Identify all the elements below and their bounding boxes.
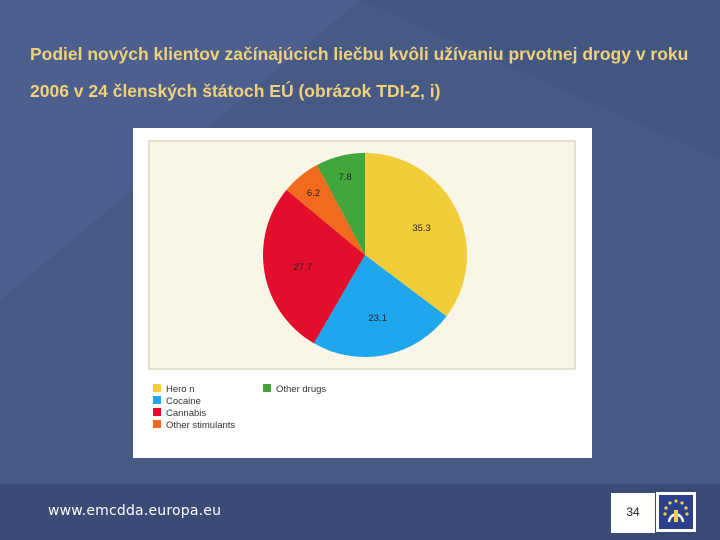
legend-label: Cocaine	[166, 396, 201, 407]
pie-slice	[317, 153, 365, 255]
legend-label: Hero n	[166, 384, 195, 395]
pie-chart: 35.3 23.1 27.7 6.2 7.8 Hero nCocaineCannabis…	[148, 140, 576, 431]
slice-value-label: 7.8	[339, 172, 352, 183]
legend-swatch	[153, 384, 161, 392]
emcdda-logo	[656, 492, 696, 532]
slice-value-label: 35.3	[412, 223, 431, 234]
legend-label: Other stimulants	[166, 420, 235, 431]
legend-swatch	[153, 408, 161, 416]
legend-swatch	[153, 420, 161, 428]
legend-label: Other drugs	[276, 384, 326, 395]
legend-swatch	[263, 384, 271, 392]
pie-slice	[262, 189, 365, 344]
page-number: 34	[626, 505, 640, 519]
footer-url[interactable]: www.emcdda.europa.eu	[48, 503, 222, 519]
page-number-box	[611, 493, 655, 533]
slide-title: Podiel nových klientov začínajúcich lieč…	[30, 44, 689, 101]
slice-value-label: 6.2	[307, 188, 320, 199]
slice-value-label: 27.7	[294, 262, 313, 273]
chart-card: 35.3 23.1 27.7 6.2 7.8 Hero n Cocaine Cannabis…	[133, 128, 592, 458]
legend-swatch	[153, 396, 161, 404]
pie-slice	[313, 255, 447, 357]
pie-slice	[365, 153, 468, 317]
slice-value-label: 23.1	[368, 313, 387, 324]
pie-slice	[286, 164, 365, 255]
footer-band	[0, 484, 720, 540]
legend-label: Cannabis	[166, 408, 206, 419]
